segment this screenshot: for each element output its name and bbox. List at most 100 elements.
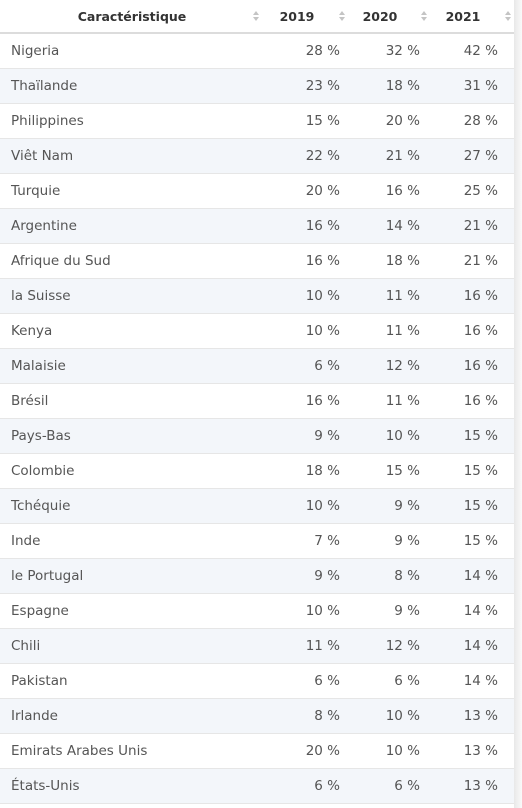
value-cell: 6 % bbox=[264, 348, 348, 384]
value-cell: 28 % bbox=[264, 33, 348, 69]
sort-icon bbox=[339, 11, 345, 21]
value-cell: 10 % bbox=[348, 733, 430, 769]
value-cell: 18 % bbox=[264, 453, 348, 489]
table-body: Nigeria 28 % 32 % 42 % Thaïlande 23 % 18 % 31 %… bbox=[0, 33, 514, 804]
header-row: Caractéristique 2019 2020 2021 bbox=[0, 0, 514, 34]
value-cell: 16 % bbox=[430, 383, 514, 419]
country-cell: Irlande bbox=[0, 698, 264, 734]
value-cell: 10 % bbox=[264, 278, 348, 314]
table-row: Thaïlande 23 % 18 % 31 % bbox=[0, 68, 514, 104]
country-cell: Nigeria bbox=[0, 33, 264, 69]
value-cell: 20 % bbox=[264, 733, 348, 769]
value-cell: 22 % bbox=[264, 138, 348, 174]
value-cell: 23 % bbox=[264, 68, 348, 104]
value-cell: 14 % bbox=[430, 628, 514, 664]
value-cell: 13 % bbox=[430, 698, 514, 734]
country-cell: Pakistan bbox=[0, 663, 264, 699]
table-row: Nigeria 28 % 32 % 42 % bbox=[0, 33, 514, 69]
value-cell: 15 % bbox=[348, 453, 430, 489]
country-cell: la Suisse bbox=[0, 278, 264, 314]
value-cell: 21 % bbox=[430, 243, 514, 279]
table-row: Afrique du Sud 16 % 18 % 21 % bbox=[0, 243, 514, 279]
value-cell: 16 % bbox=[430, 348, 514, 384]
column-header[interactable]: Caractéristique bbox=[0, 0, 264, 34]
table-row: Philippines 15 % 20 % 28 % bbox=[0, 103, 514, 139]
table-row: Argentine 16 % 14 % 21 % bbox=[0, 208, 514, 244]
country-cell: Tchéquie bbox=[0, 488, 264, 524]
value-cell: 14 % bbox=[430, 558, 514, 594]
table-row: Espagne 10 % 9 % 14 % bbox=[0, 593, 514, 629]
value-cell: 10 % bbox=[348, 418, 430, 454]
country-cell: Afrique du Sud bbox=[0, 243, 264, 279]
country-cell: Espagne bbox=[0, 593, 264, 629]
value-cell: 20 % bbox=[264, 173, 348, 209]
data-table: Caractéristique 2019 2020 2021 Nigeria 28 % 3… bbox=[0, 0, 514, 804]
value-cell: 16 % bbox=[264, 243, 348, 279]
column-header[interactable]: 2021 bbox=[430, 0, 514, 34]
table-row: la Suisse 10 % 11 % 16 % bbox=[0, 278, 514, 314]
header-label: 2021 bbox=[445, 8, 481, 24]
country-cell: Argentine bbox=[0, 208, 264, 244]
sort-icon bbox=[421, 11, 427, 21]
value-cell: 21 % bbox=[430, 208, 514, 244]
table-row: Kenya 10 % 11 % 16 % bbox=[0, 313, 514, 349]
value-cell: 10 % bbox=[348, 698, 430, 734]
column-header[interactable]: 2019 bbox=[264, 0, 348, 34]
value-cell: 15 % bbox=[430, 488, 514, 524]
sort-icon bbox=[253, 11, 259, 21]
value-cell: 20 % bbox=[348, 103, 430, 139]
value-cell: 9 % bbox=[264, 418, 348, 454]
country-cell: Emirats Arabes Unis bbox=[0, 733, 264, 769]
value-cell: 8 % bbox=[264, 698, 348, 734]
value-cell: 16 % bbox=[430, 313, 514, 349]
table-row: Inde 7 % 9 % 15 % bbox=[0, 523, 514, 559]
header-label: 2019 bbox=[279, 8, 315, 24]
country-cell: Colombie bbox=[0, 453, 264, 489]
value-cell: 16 % bbox=[264, 208, 348, 244]
value-cell: 18 % bbox=[348, 68, 430, 104]
country-cell: Turquie bbox=[0, 173, 264, 209]
value-cell: 9 % bbox=[348, 523, 430, 559]
scroll-shadow bbox=[514, 0, 522, 808]
value-cell: 9 % bbox=[264, 558, 348, 594]
value-cell: 10 % bbox=[264, 593, 348, 629]
value-cell: 28 % bbox=[430, 103, 514, 139]
value-cell: 18 % bbox=[348, 243, 430, 279]
table-row: Colombie 18 % 15 % 15 % bbox=[0, 453, 514, 489]
value-cell: 11 % bbox=[348, 278, 430, 314]
header-label: 2020 bbox=[362, 8, 398, 24]
table-row: Pays-Bas 9 % 10 % 15 % bbox=[0, 418, 514, 454]
value-cell: 25 % bbox=[430, 173, 514, 209]
table-row: Viêt Nam 22 % 21 % 27 % bbox=[0, 138, 514, 174]
value-cell: 13 % bbox=[430, 733, 514, 769]
value-cell: 10 % bbox=[264, 313, 348, 349]
value-cell: 6 % bbox=[348, 663, 430, 699]
value-cell: 14 % bbox=[430, 663, 514, 699]
table-row: Tchéquie 10 % 9 % 15 % bbox=[0, 488, 514, 524]
value-cell: 32 % bbox=[348, 33, 430, 69]
country-cell: Pays-Bas bbox=[0, 418, 264, 454]
table-container: Caractéristique 2019 2020 2021 Nigeria 28 % 3… bbox=[0, 0, 514, 804]
table-row: Pakistan 6 % 6 % 14 % bbox=[0, 663, 514, 699]
value-cell: 11 % bbox=[348, 313, 430, 349]
value-cell: 15 % bbox=[430, 453, 514, 489]
country-cell: États-Unis bbox=[0, 768, 264, 804]
value-cell: 12 % bbox=[348, 628, 430, 664]
value-cell: 42 % bbox=[430, 33, 514, 69]
country-cell: le Portugal bbox=[0, 558, 264, 594]
value-cell: 8 % bbox=[348, 558, 430, 594]
table-row: Brésil 16 % 11 % 16 % bbox=[0, 383, 514, 419]
table-row: Turquie 20 % 16 % 25 % bbox=[0, 173, 514, 209]
country-cell: Kenya bbox=[0, 313, 264, 349]
value-cell: 15 % bbox=[430, 523, 514, 559]
country-cell: Chili bbox=[0, 628, 264, 664]
value-cell: 6 % bbox=[264, 663, 348, 699]
country-cell: Thaïlande bbox=[0, 68, 264, 104]
table-row: Malaisie 6 % 12 % 16 % bbox=[0, 348, 514, 384]
value-cell: 31 % bbox=[430, 68, 514, 104]
value-cell: 16 % bbox=[264, 383, 348, 419]
column-header[interactable]: 2020 bbox=[348, 0, 430, 34]
country-cell: Inde bbox=[0, 523, 264, 559]
value-cell: 16 % bbox=[348, 173, 430, 209]
value-cell: 12 % bbox=[348, 348, 430, 384]
